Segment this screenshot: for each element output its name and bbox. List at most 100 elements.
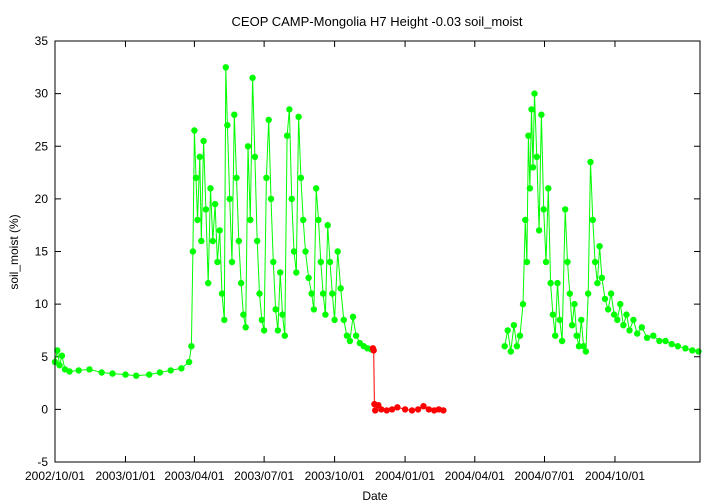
- y-tick-label: 35: [35, 34, 49, 48]
- data-point: [440, 407, 447, 414]
- data-point: [526, 185, 534, 192]
- data-point: [372, 407, 379, 414]
- data-point: [573, 332, 580, 339]
- data-point: [326, 258, 334, 266]
- data-point: [334, 248, 341, 255]
- data-point: [324, 222, 331, 229]
- data-point: [267, 195, 275, 203]
- data-point: [272, 306, 279, 313]
- data-point: [601, 295, 609, 303]
- data-point: [408, 407, 416, 414]
- data-point: [75, 367, 82, 374]
- data-point: [607, 290, 615, 297]
- data-point: [531, 90, 538, 97]
- data-point: [222, 64, 229, 71]
- data-point: [231, 111, 238, 118]
- data-point: [394, 404, 401, 411]
- data-point: [242, 324, 249, 331]
- data-point: [689, 347, 696, 354]
- data-point: [329, 290, 336, 297]
- data-point: [214, 258, 221, 266]
- data-point: [587, 158, 594, 166]
- data-point: [604, 306, 612, 313]
- x-tick-label: 2004/07/01: [514, 469, 574, 483]
- data-point: [290, 248, 298, 255]
- data-point: [591, 258, 599, 266]
- data-point: [283, 132, 291, 139]
- data-point: [281, 332, 288, 339]
- data-point: [58, 352, 66, 359]
- data-point: [235, 237, 242, 245]
- data-point: [198, 237, 205, 245]
- data-point: [240, 311, 247, 318]
- data-point: [189, 248, 197, 255]
- data-point: [288, 195, 295, 203]
- data-point: [662, 337, 669, 345]
- data-point: [582, 348, 590, 355]
- data-point: [566, 290, 573, 297]
- series-layer: [51, 64, 702, 414]
- data-point: [525, 132, 532, 139]
- data-point: [156, 369, 164, 376]
- data-point: [322, 311, 329, 318]
- data-point: [293, 269, 300, 276]
- data-point: [558, 337, 566, 345]
- data-point: [523, 258, 531, 266]
- data-point: [313, 185, 320, 192]
- data-point: [196, 153, 203, 160]
- data-point: [682, 345, 689, 352]
- y-tick-label: -5: [37, 455, 48, 469]
- data-point: [554, 279, 561, 287]
- data-point: [343, 332, 351, 339]
- data-point: [256, 290, 263, 297]
- data-point: [221, 316, 228, 324]
- data-point: [650, 332, 657, 339]
- data-point: [56, 362, 63, 369]
- data-point: [319, 290, 327, 297]
- data-point: [634, 330, 641, 337]
- series-1: [369, 345, 447, 414]
- data-point: [656, 337, 663, 345]
- data-point: [540, 206, 547, 213]
- data-point: [218, 290, 226, 297]
- data-point: [528, 106, 535, 113]
- data-point: [200, 137, 207, 145]
- data-point: [185, 358, 193, 366]
- data-point: [617, 300, 624, 308]
- data-point: [535, 227, 543, 234]
- data-point: [620, 322, 627, 329]
- data-point: [529, 164, 537, 171]
- data-point: [254, 237, 261, 245]
- data-point: [265, 116, 272, 124]
- data-point: [191, 127, 198, 134]
- series-0: [51, 64, 702, 379]
- data-point: [188, 343, 195, 350]
- data-point: [274, 327, 282, 334]
- data-point: [310, 306, 318, 313]
- data-point: [305, 274, 312, 281]
- data-point: [510, 322, 518, 329]
- data-point: [352, 332, 360, 339]
- data-point: [302, 248, 309, 255]
- data-point: [66, 368, 73, 375]
- data-point: [668, 340, 675, 348]
- data-point: [549, 311, 557, 318]
- data-point: [249, 74, 256, 82]
- data-point: [340, 316, 347, 324]
- data-point: [580, 343, 587, 350]
- data-point: [594, 279, 601, 287]
- data-point: [98, 369, 105, 376]
- data-point: [598, 274, 606, 281]
- y-axis-label: soil_moist (%): [7, 214, 21, 289]
- data-point: [247, 216, 254, 224]
- data-point: [414, 406, 422, 413]
- data-point: [585, 290, 592, 297]
- data-point: [370, 347, 377, 354]
- y-tick-label: 5: [41, 350, 48, 364]
- data-point: [552, 332, 559, 339]
- data-point: [596, 243, 603, 250]
- data-point: [54, 347, 61, 354]
- data-point: [178, 365, 185, 372]
- data-point: [589, 216, 596, 224]
- data-point: [260, 327, 268, 334]
